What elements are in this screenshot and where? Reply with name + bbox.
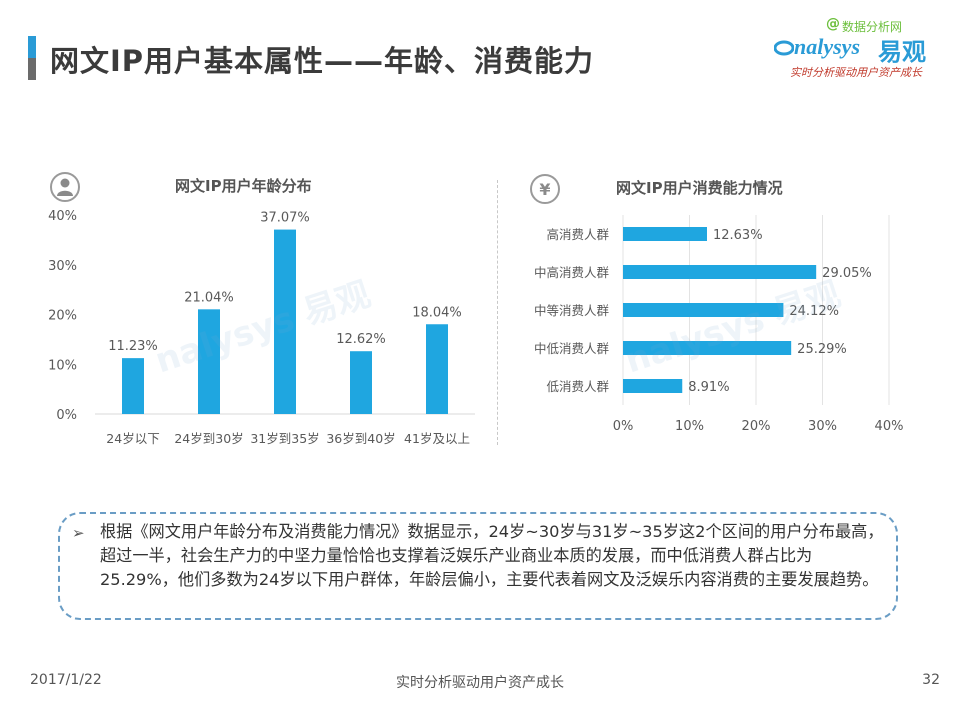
consumption-chart: 0% 10% 20% 30% 40% 12.63% 高消费人群 29.05% 中高消费人群 24.… — [534, 215, 904, 434]
consumption-category-label: 中高消费人群 — [534, 265, 610, 280]
age-bar-value-label: 18.04% — [412, 305, 462, 320]
consumption-x-tick-label: 20% — [742, 419, 771, 434]
age-y-tick-label: 0% — [56, 408, 77, 423]
consumption-category-label: 中低消费人群 — [534, 341, 610, 356]
consumption-bar — [623, 379, 683, 393]
age-y-tick-label: 30% — [48, 259, 77, 274]
consumption-bar — [623, 265, 817, 279]
consumption-bar-value-label: 12.63% — [713, 228, 763, 243]
corner-at-symbol: @ — [826, 16, 840, 32]
consumption-x-tick-label: 10% — [675, 419, 704, 434]
summary-text: 根据《网文用户年龄分布及消费能力情况》数据显示，24岁~30岁与31岁~35岁这… — [100, 522, 884, 589]
age-category-label: 24岁以下 — [106, 431, 159, 446]
consumption-bar-value-label: 24.12% — [789, 304, 839, 319]
corner-site-name: 数据分析网 — [842, 20, 903, 34]
page-title: 网文IP用户基本属性——年龄、消费能力 — [50, 44, 595, 78]
age-y-tick-label: 20% — [48, 309, 77, 324]
page-number: 32 — [922, 672, 940, 688]
consumption-bar-value-label: 25.29% — [797, 342, 847, 357]
age-category-label: 24岁到30岁 — [174, 431, 243, 446]
age-bar-value-label: 12.62% — [336, 332, 386, 347]
consumption-category-label: 高消费人群 — [546, 227, 609, 242]
summary-box — [58, 512, 898, 620]
footer-slogan: 实时分析驱动用户资产成长 — [396, 675, 564, 691]
logo-slogan: 实时分析驱动用户资产成长 — [790, 66, 922, 79]
age-chart: 0% 10% 20% 30% 40% 11.23% 24岁以下 21.04% 24岁到30岁 37… — [48, 209, 475, 446]
age-bar-value-label: 21.04% — [184, 290, 234, 305]
bullet-arrow-icon: ➢ — [72, 524, 85, 542]
age-category-label: 36岁到40岁 — [326, 431, 395, 446]
consumption-bar-value-label: 29.05% — [822, 266, 872, 281]
age-y-tick-label: 10% — [48, 358, 77, 373]
consumption-x-tick-label: 40% — [875, 419, 904, 434]
footer-date: 2017/1/22 — [30, 672, 102, 688]
consumption-bar-value-label: 8.91% — [688, 380, 729, 395]
consumption-category-label: 中等消费人群 — [534, 303, 610, 318]
age-bar — [122, 358, 144, 414]
consumption-x-tick-label: 0% — [613, 419, 634, 434]
age-category-label: 41岁及以上 — [404, 431, 470, 446]
age-bar — [274, 229, 296, 414]
consumption-x-tick-label: 30% — [808, 419, 837, 434]
age-chart-title: 网文IP用户年龄分布 — [175, 177, 312, 195]
age-y-tick-label: 40% — [48, 209, 77, 224]
age-bar — [350, 351, 372, 414]
consumption-bar — [623, 227, 707, 241]
user-icon — [50, 172, 80, 202]
consumption-bar — [623, 303, 784, 317]
yen-icon: ¥ — [530, 174, 560, 204]
age-bar-value-label: 11.23% — [108, 339, 158, 354]
consumption-chart-title: 网文IP用户消费能力情况 — [616, 179, 783, 197]
chart-divider — [497, 180, 498, 445]
age-bar — [198, 309, 220, 414]
age-bar — [426, 324, 448, 414]
consumption-category-label: 低消费人群 — [546, 379, 609, 394]
logo-brand: nalysys — [773, 34, 860, 60]
logo-ring-icon — [773, 40, 795, 56]
age-bar-value-label: 37.07% — [260, 211, 310, 226]
consumption-bar — [623, 341, 792, 355]
title-accent-bar-lower — [28, 58, 36, 80]
age-category-label: 31岁到35岁 — [250, 431, 319, 446]
analysys-logo: @ 数据分析网 nalysys 易观 实时分析驱动用户资产成长 — [760, 16, 950, 79]
logo-brand-cn: 易观 — [878, 38, 926, 66]
